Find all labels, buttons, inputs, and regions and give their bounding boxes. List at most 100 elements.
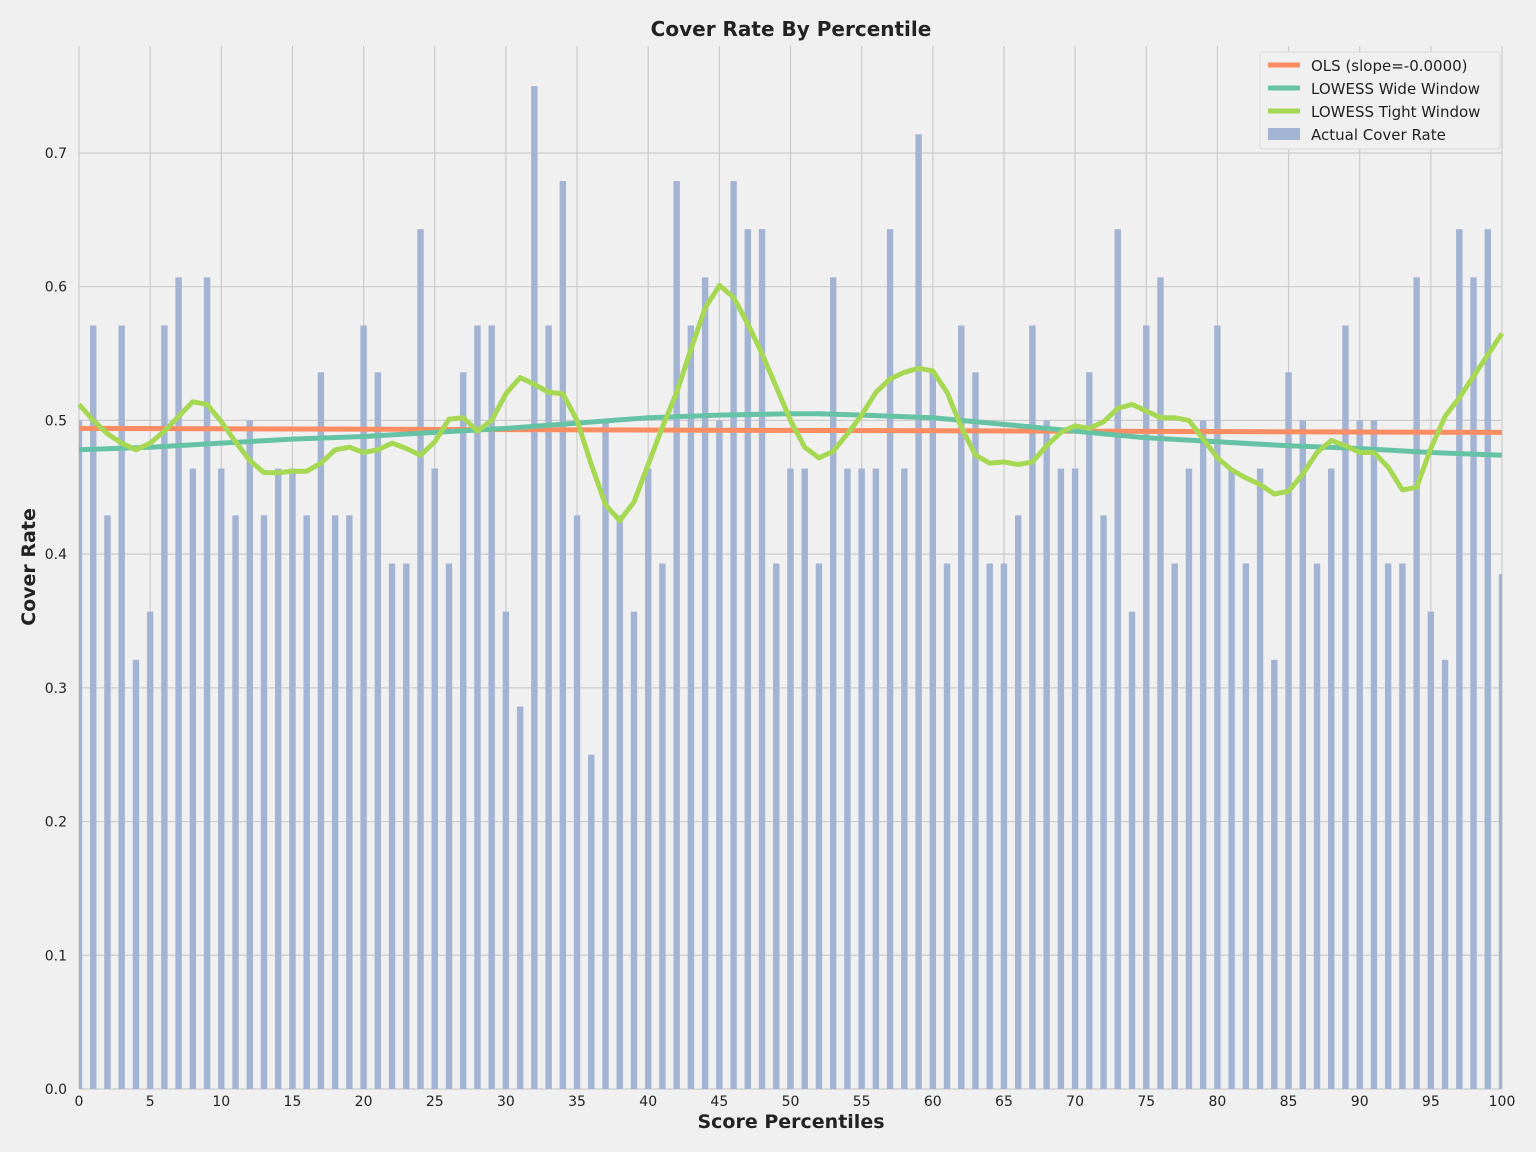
legend-label-lowess-wide: LOWESS Wide Window [1311,80,1480,98]
x-axis-title: Score Percentiles [697,1111,884,1133]
x-tick-label: 60 [924,1094,942,1110]
legend-label-lowess-tight: LOWESS Tight Window [1311,103,1480,121]
bar [744,229,752,1089]
bar [289,468,296,1089]
x-tick-label: 15 [284,1094,302,1110]
bar [374,372,382,1089]
legend-label-bars: Actual Cover Rate [1311,126,1446,144]
x-tick-label: 10 [212,1094,230,1110]
bar [687,325,695,1089]
bar [1470,277,1477,1090]
bar [673,181,680,1090]
bar [644,468,652,1089]
bar [1086,372,1093,1089]
bar [886,229,894,1089]
x-tick-label: 95 [1422,1094,1440,1110]
bar [716,420,723,1089]
bar [460,372,467,1089]
x-tick-label: 85 [1280,1094,1298,1110]
bar [1157,277,1164,1090]
bar [1057,468,1065,1089]
bar [901,468,908,1089]
legend-box [1259,51,1501,150]
bar [417,229,424,1089]
bar [260,515,268,1089]
bar [1328,468,1335,1089]
x-tick-label: 65 [995,1094,1013,1110]
bar [1384,563,1392,1089]
y-tick-label: 0.0 [45,1082,67,1098]
bar [1356,420,1363,1089]
bar [431,468,438,1089]
x-tick-label: 35 [568,1094,586,1110]
bar [317,372,325,1089]
bar [246,420,253,1089]
bar [331,515,339,1089]
bar [132,659,140,1089]
bar-series-actual-cover-rate [79,86,1502,1090]
lowess-wide-line [78,411,1503,458]
x-tick-label: 5 [146,1094,155,1110]
x-tick-label: 30 [497,1094,515,1110]
bar [303,515,310,1089]
bar [90,325,97,1089]
bar [79,420,83,1089]
x-tick-label: 40 [639,1094,657,1110]
bar [1128,611,1136,1089]
bar [275,468,282,1089]
bar [1143,325,1150,1089]
bar [346,515,353,1089]
bar [1000,563,1008,1089]
bar [360,325,367,1089]
bar [403,563,410,1089]
bar [445,563,453,1089]
x-tick-label: 100 [1489,1094,1516,1110]
bar [1199,420,1207,1089]
x-tick-label: 90 [1351,1094,1369,1110]
bar [203,277,211,1090]
bar [829,277,837,1090]
bar [545,325,552,1089]
bar [929,372,937,1089]
x-tick-label: 0 [75,1094,84,1110]
bar [588,754,595,1089]
bar [972,372,979,1089]
bar [1456,229,1463,1089]
bar [1029,325,1036,1089]
bar [1299,420,1306,1089]
bar [118,325,125,1089]
bar [104,515,111,1089]
y-tick-label: 0.2 [45,815,67,831]
bar [516,706,524,1089]
bar [1214,325,1221,1089]
x-tick-label: 20 [355,1094,373,1110]
bar [872,468,880,1089]
bar [218,468,225,1089]
bar [787,468,794,1089]
bar [1114,229,1121,1089]
y-tick-label: 0.1 [45,948,67,964]
y-tick-label: 0.4 [45,547,67,563]
bar [1370,420,1378,1089]
ols-line [78,425,1503,435]
bar [801,468,808,1089]
bar [502,611,510,1089]
bar [943,563,951,1089]
line-series-group [77,282,1505,524]
bar [232,515,239,1089]
bar [1484,229,1491,1089]
bar [1342,325,1349,1089]
bar [1256,468,1264,1089]
bar [701,277,709,1090]
bar [146,611,154,1089]
bar [616,515,623,1089]
bar [474,325,481,1089]
bar [1271,659,1278,1089]
x-tick-label: 70 [1066,1094,1084,1110]
bar [1427,611,1435,1089]
bar [573,515,581,1089]
bar [659,563,666,1089]
chart-title: Cover Rate By Percentile [651,17,932,41]
